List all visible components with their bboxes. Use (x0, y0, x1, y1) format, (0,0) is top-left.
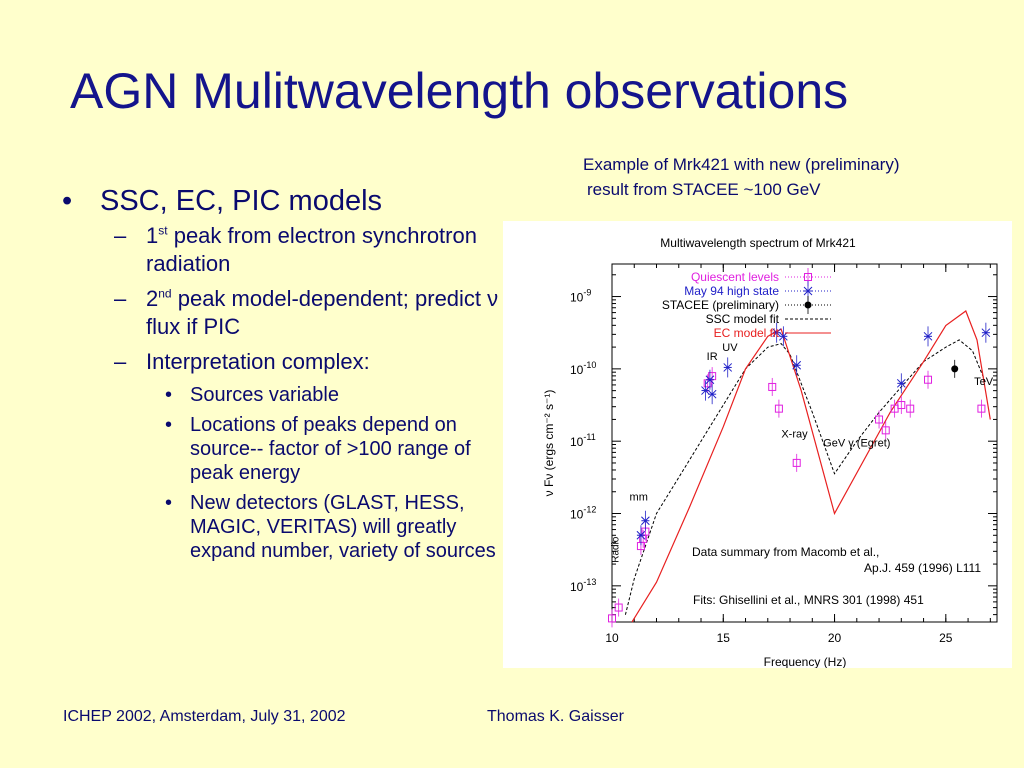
point-square (608, 614, 616, 623)
point-asterisk (707, 384, 717, 405)
y-tick-label: 10-13 (570, 577, 596, 594)
legend-marker (804, 301, 812, 309)
sub-bullet-interpretation: – Interpretation complex: (114, 349, 370, 374)
y-tick-label: 10-11 (570, 432, 596, 449)
point-square (924, 375, 933, 384)
point-square (977, 404, 986, 413)
annotation-ir: IR (707, 351, 718, 363)
point-square (792, 458, 801, 467)
x-tick-label: 15 (717, 631, 731, 645)
legend-label: May 94 high state (684, 284, 779, 298)
sub-bullet-second-peak: –2nd peak model-dependent; predict ν flu… (114, 286, 499, 339)
point-square (906, 404, 915, 413)
sub-bullet-first-peak: –1st peak from electron synchrotron radi… (114, 223, 477, 276)
slide-title: AGN Mulitwavelength observations (70, 63, 849, 119)
annotation-gev-egret-: GeV γ (Egret) (823, 437, 890, 449)
footer-author: Thomas K. Gaisser (487, 708, 624, 725)
point-asterisk (779, 326, 788, 347)
note-data-summary: Data summary from Macomb et al., (692, 545, 879, 559)
note-fits: Fits: Ghisellini et al., MNRS 301 (1998)… (693, 593, 924, 607)
bullet-models: SSC, EC, PIC models (62, 185, 502, 218)
multiwavelength-chart: Multiwavelength spectrum of Mrk421 10 15 20… (503, 221, 1012, 668)
chart-title: Multiwavelength spectrum of Mrk421 (660, 236, 856, 250)
footer-conference: ICHEP 2002, Amsterdam, July 31, 2002 (63, 708, 346, 725)
point-asterisk (772, 322, 782, 343)
annotation-x-ray: X-ray (781, 429, 808, 441)
legend-marker (804, 273, 812, 281)
point-asterisk (701, 380, 710, 401)
point-asterisk (896, 373, 906, 394)
y-tick-label: 10-9 (570, 288, 591, 305)
point-asterisk (723, 357, 733, 378)
point-asterisk (641, 510, 650, 531)
y-tick-label: 10-10 (570, 360, 596, 377)
chart-svg: Multiwavelength spectrum of Mrk421 10 15 20… (542, 236, 998, 668)
point-square (774, 404, 783, 413)
annotation-tev: TeV (974, 376, 994, 388)
item-sources-variable: • Sources variable (165, 384, 339, 406)
item-peak-locations: • Locations of peaks depend on source-- f… (165, 414, 471, 484)
plot-frame (611, 263, 998, 623)
chart-caption: Example of Mrk421 with new (preliminary)… (583, 152, 900, 202)
caption-line-2: result from STACEE ~100 GeV (587, 180, 821, 199)
bullet-list: SSC, EC, PIC models –1st peak from elect… (62, 185, 502, 569)
annotation-radio: Radio (611, 536, 622, 563)
y-axis-label: ν Fν (ergs cm⁻² s⁻¹) (542, 390, 556, 497)
x-tick-label: 20 (828, 631, 842, 645)
annotation-mm: mm (630, 491, 648, 503)
annotation-uv: UV (722, 342, 738, 354)
point-asterisk (981, 322, 991, 343)
point-asterisk (636, 525, 646, 546)
legend-label: STACEE (preliminary) (662, 298, 779, 312)
legend-label: EC model fit (714, 326, 780, 340)
point-asterisk (792, 355, 802, 376)
series-ec-model-fit (631, 310, 991, 623)
point-square (897, 401, 906, 410)
point-dot (951, 365, 959, 373)
point-asterisk (923, 326, 933, 347)
x-axis-label: Frequency (Hz) (764, 655, 847, 668)
series-ssc-model-fit (624, 339, 987, 615)
caption-line-1: Example of Mrk421 with new (preliminary) (583, 155, 900, 174)
legend-label: Quiescent levels (691, 270, 779, 284)
item-new-detectors: • New detectors (GLAST, HESS, MAGIC, VERI… (165, 492, 496, 562)
note-reference: Ap.J. 459 (1996) L111 (864, 561, 981, 575)
x-tick-label: 10 (605, 631, 619, 645)
x-tick-label: 25 (939, 631, 953, 645)
point-square (614, 603, 623, 612)
point-asterisk (705, 369, 715, 390)
point-square (768, 382, 777, 391)
y-tick-label: 10-12 (570, 505, 596, 522)
legend-label: SSC model fit (706, 312, 780, 326)
point-square (875, 415, 884, 424)
point-square (881, 426, 890, 435)
